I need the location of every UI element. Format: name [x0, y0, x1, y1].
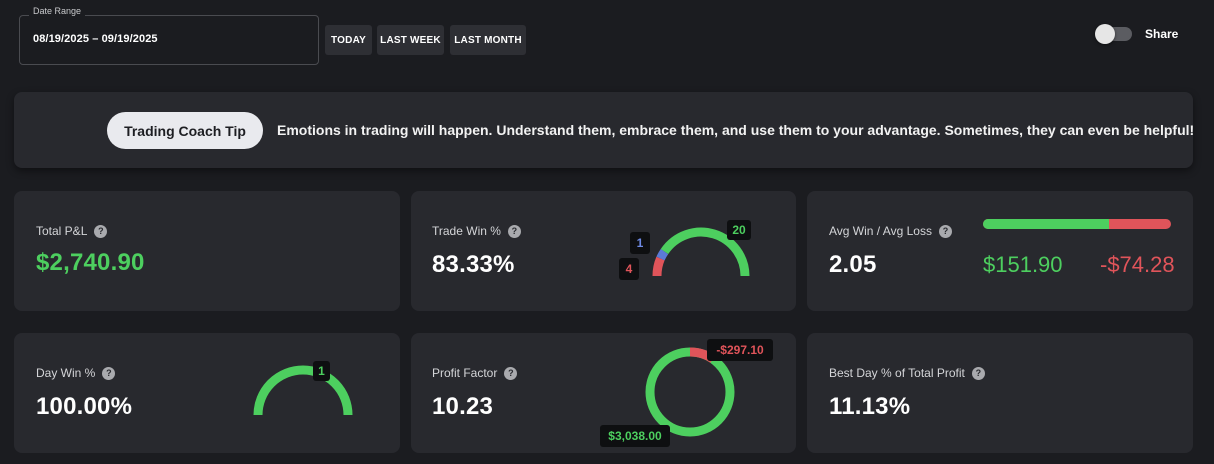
best-day-label: Best Day % of Total Profit: [829, 366, 965, 380]
share-label: Share: [1145, 27, 1179, 41]
avg-win-loss-label-row: Avg Win / Avg Loss ?: [829, 224, 952, 238]
day-win-label-row: Day Win % ?: [36, 366, 116, 380]
gauge-loss-segment: [652, 256, 665, 277]
coach-tip-button[interactable]: Trading Coach Tip: [107, 112, 263, 149]
trade-losses-badge: 4: [619, 258, 639, 280]
trade-breakeven-badge: 1: [630, 232, 650, 254]
gauge-breakeven-segment: [656, 248, 669, 261]
winning-days-badge: 1: [313, 361, 330, 381]
last-month-button[interactable]: LAST MONTH: [450, 25, 526, 55]
total-pnl-label-row: Total P&L ?: [36, 224, 108, 238]
trade-win-label: Trade Win %: [432, 224, 501, 238]
help-icon[interactable]: ?: [938, 224, 952, 238]
avg-win-amount: $151.90: [983, 252, 1063, 277]
help-icon[interactable]: ?: [102, 366, 116, 380]
share-toggle-thumb[interactable]: [1095, 24, 1115, 44]
best-day-value: 11.13%: [829, 393, 911, 420]
total-pnl-label: Total P&L: [36, 224, 88, 238]
gross-loss-badge: -$297.10: [707, 339, 773, 361]
avg-win-loss-value: 2.05: [829, 251, 877, 278]
day-win-value: 100.00%: [36, 393, 133, 420]
gauge-win-segment: [660, 227, 750, 277]
profit-factor-label: Profit Factor: [432, 366, 498, 380]
total-pnl-value: $2,740.90: [36, 249, 145, 276]
help-icon[interactable]: ?: [94, 224, 108, 238]
win-loss-ratio-bar: [983, 219, 1171, 229]
date-range-field[interactable]: [19, 15, 319, 65]
best-day-label-row: Best Day % of Total Profit ?: [829, 366, 985, 380]
coach-tip-text: Emotions in trading will happen. Underst…: [277, 122, 1195, 138]
best-day-card: [807, 333, 1193, 453]
today-button[interactable]: TODAY: [325, 25, 372, 55]
help-icon[interactable]: ?: [971, 366, 985, 380]
gross-profit-badge: $3,038.00: [600, 425, 670, 447]
trade-win-label-row: Trade Win % ?: [432, 224, 521, 238]
help-icon[interactable]: ?: [507, 224, 521, 238]
gauge-win-segment: [253, 365, 353, 416]
trade-wins-badge: 20: [727, 220, 751, 240]
date-range-label: Date Range: [29, 6, 86, 16]
help-icon[interactable]: ?: [504, 366, 518, 380]
last-week-button[interactable]: LAST WEEK: [377, 25, 444, 55]
avg-win-loss-label: Avg Win / Avg Loss: [829, 224, 932, 238]
trade-win-value: 83.33%: [432, 251, 515, 278]
total-pnl-card: [14, 191, 400, 311]
avg-win-loss-card: [807, 191, 1193, 311]
profit-factor-value: 10.23: [432, 393, 494, 420]
day-win-label: Day Win %: [36, 366, 96, 380]
day-win-card: [14, 333, 400, 453]
win-ratio-fill: [983, 219, 1110, 229]
profit-factor-label-row: Profit Factor ?: [432, 366, 518, 380]
date-range-value[interactable]: 08/19/2025 – 09/19/2025: [33, 33, 158, 45]
avg-loss-amount: -$74.28: [1100, 252, 1175, 277]
donut-profit-segment: [645, 347, 735, 437]
